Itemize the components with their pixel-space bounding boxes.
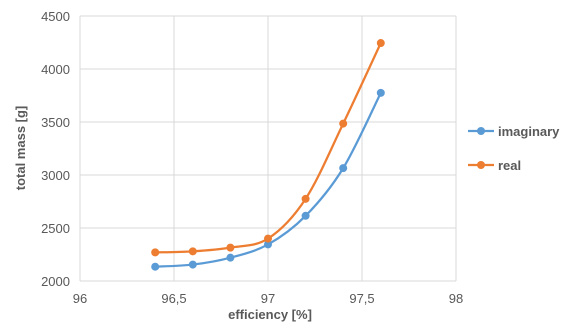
data-series bbox=[151, 39, 385, 271]
data-point-imaginary bbox=[339, 164, 348, 173]
y-tick-label: 4500 bbox=[41, 9, 70, 24]
y-axis-title: total mass [g] bbox=[13, 106, 28, 191]
x-tick-label: 96 bbox=[73, 291, 87, 306]
data-point-real bbox=[188, 247, 197, 256]
data-point-imaginary bbox=[301, 211, 310, 220]
data-point-real bbox=[301, 194, 310, 203]
data-point-imaginary bbox=[188, 260, 197, 269]
legend-item-imaginary: imaginary bbox=[468, 124, 560, 139]
legend-label-real: real bbox=[498, 158, 521, 173]
data-point-real bbox=[151, 248, 160, 257]
x-tick-label: 97,5 bbox=[349, 291, 374, 306]
grid-lines bbox=[79, 15, 457, 282]
series-imaginary bbox=[151, 88, 385, 271]
legend-marker-real bbox=[477, 161, 485, 169]
y-tick-labels: 2000 2500 3000 3500 4000 4500 bbox=[41, 9, 70, 289]
x-tick-label: 96,5 bbox=[161, 291, 186, 306]
y-tick-label: 3000 bbox=[41, 168, 70, 183]
data-point-imaginary bbox=[264, 240, 272, 249]
data-point-imaginary bbox=[376, 88, 385, 97]
data-point-real bbox=[339, 119, 348, 128]
legend-item-real: real bbox=[468, 158, 521, 173]
data-point-real bbox=[376, 39, 385, 48]
data-point-imaginary bbox=[151, 262, 160, 271]
y-tick-label: 3500 bbox=[41, 115, 70, 130]
data-point-real bbox=[264, 234, 272, 243]
x-tick-labels: 96 96,5 97 97,5 98 bbox=[73, 291, 463, 306]
y-tick-label: 4000 bbox=[41, 62, 70, 77]
x-tick-label: 98 bbox=[449, 291, 463, 306]
legend-marker-imaginary bbox=[477, 127, 485, 135]
series-real bbox=[151, 39, 385, 257]
legend-label-imaginary: imaginary bbox=[498, 124, 560, 139]
data-point-real bbox=[226, 243, 235, 252]
x-tick-label: 97 bbox=[261, 291, 275, 306]
data-point-imaginary bbox=[226, 253, 235, 262]
legend: imaginary real bbox=[468, 124, 560, 173]
y-tick-label: 2000 bbox=[41, 274, 70, 289]
y-tick-label: 2500 bbox=[41, 221, 70, 236]
x-axis-title: efficiency [%] bbox=[228, 307, 312, 322]
